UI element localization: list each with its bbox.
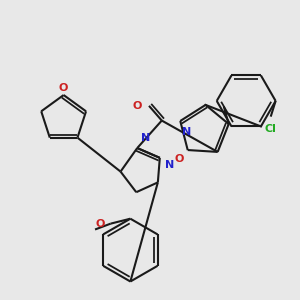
Text: O: O [133,101,142,111]
Text: N: N [141,133,150,143]
Text: O: O [59,83,68,93]
Text: O: O [174,154,184,164]
Text: N: N [165,160,174,170]
Text: N: N [182,127,191,137]
Text: O: O [95,219,105,229]
Text: Cl: Cl [265,124,277,134]
